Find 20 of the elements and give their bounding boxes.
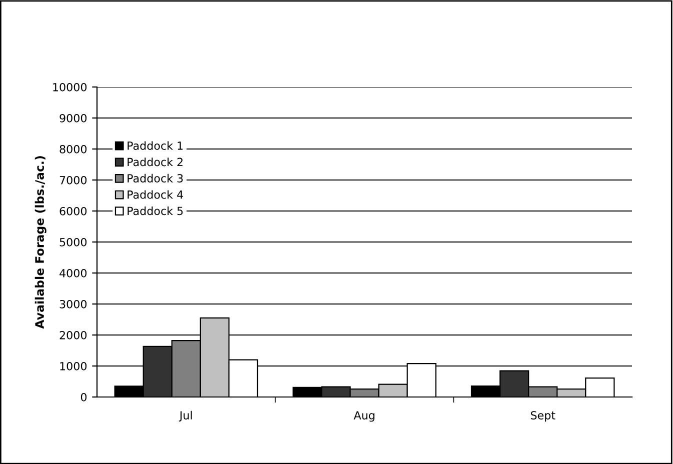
x-tick-label: Aug: [354, 411, 374, 422]
y-tick-label: 4000: [60, 268, 87, 278]
legend-label: Paddock 2: [128, 158, 183, 166]
y-axis-title: Available Forage (lbs./ac.): [34, 156, 46, 329]
y-tick-label: 6000: [60, 206, 87, 216]
x-tick-label: Sept: [530, 411, 556, 422]
legend-label: Paddock 3: [128, 174, 183, 182]
y-tick-label: 5000: [60, 238, 87, 246]
legend-label: Paddock 5: [128, 206, 183, 216]
y-tick-label: 0: [80, 392, 87, 402]
legend-label: Paddock 4: [128, 190, 184, 199]
y-tick-label: 2000: [60, 330, 87, 340]
legend-label: Paddock 1: [128, 141, 183, 150]
y-tick-label: 9000: [60, 114, 87, 122]
x-tick-label: Jul: [178, 410, 192, 422]
y-tick-label: 10000: [53, 82, 87, 92]
y-tick-label: 8000: [60, 144, 87, 154]
y-tick-label: 7000: [60, 176, 87, 184]
y-tick-label: 1000: [60, 362, 87, 370]
y-tick-label: 3000: [60, 300, 87, 308]
